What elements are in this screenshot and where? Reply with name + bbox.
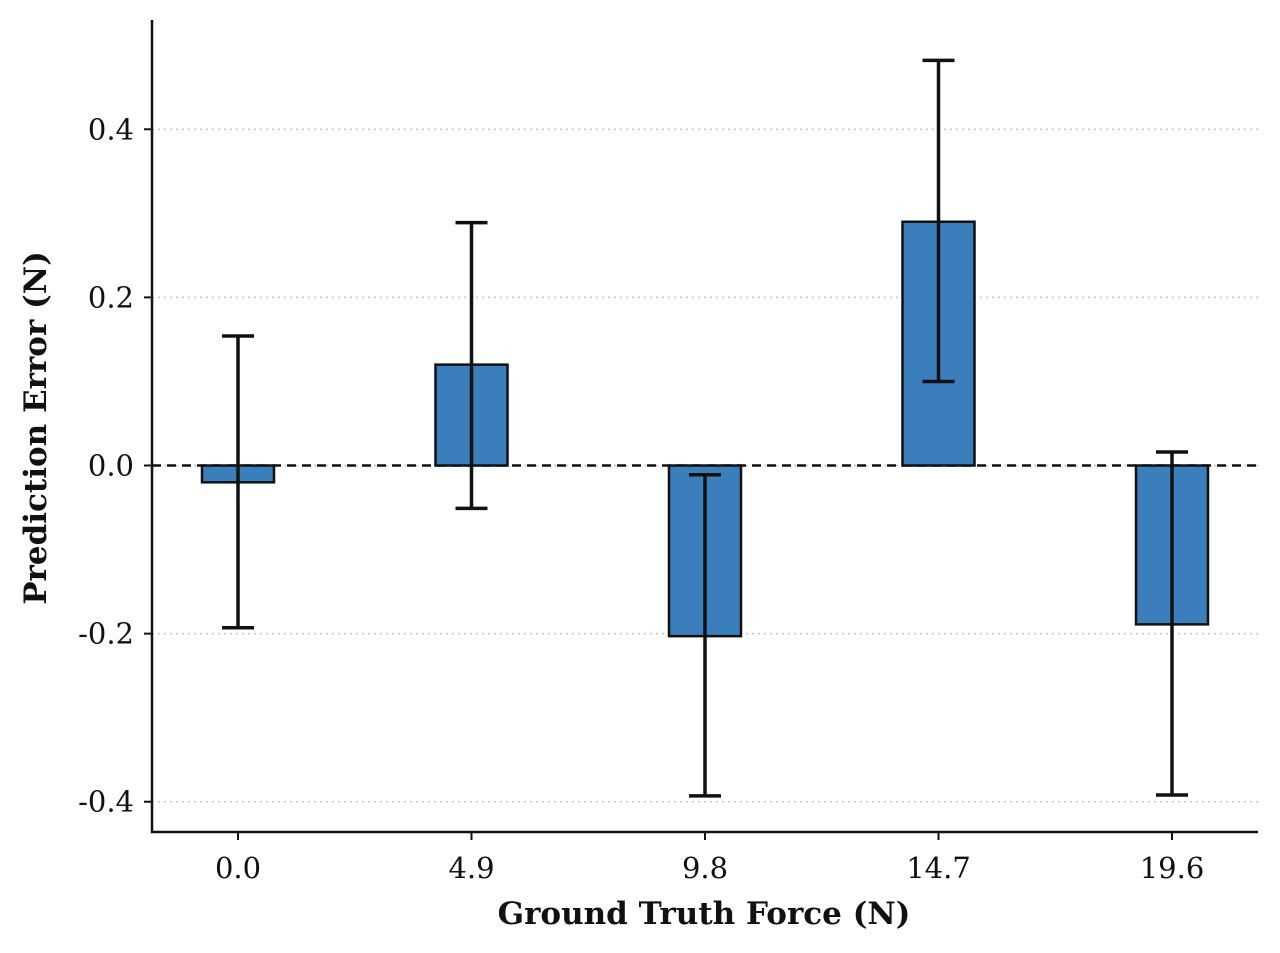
error-bars — [222, 58, 1188, 798]
x-tick-label: 4.9 — [448, 851, 494, 885]
x-axis-ticks: 0.0 4.9 9.8 14.7 19.6 — [215, 832, 1204, 885]
y-tick-label: 0.0 — [88, 449, 134, 483]
axes-spines — [150, 20, 1258, 834]
error-bar-0.0 — [222, 334, 254, 630]
error-bar-9.8 — [689, 473, 721, 798]
x-tick-label: 9.8 — [682, 851, 728, 885]
error-bar-4.9 — [455, 220, 488, 511]
x-tick-label: 14.7 — [906, 851, 971, 885]
x-tick-label: 0.0 — [215, 851, 261, 885]
y-tick-label: -0.4 — [78, 785, 134, 819]
x-axis-title: Ground Truth Force (N) — [498, 896, 911, 932]
x-tick-label: 19.6 — [1140, 851, 1205, 885]
y-tick-label: -0.2 — [78, 617, 134, 651]
error-bar-19.6 — [1156, 450, 1188, 797]
y-axis-title: Prediction Error (N) — [18, 251, 54, 605]
y-tick-label: 0.2 — [88, 280, 134, 314]
y-axis-ticks: 0.4 0.2 0.0 -0.2 -0.4 — [78, 112, 152, 819]
y-tick-label: 0.4 — [88, 112, 134, 146]
error-bar-14.7 — [922, 58, 955, 384]
